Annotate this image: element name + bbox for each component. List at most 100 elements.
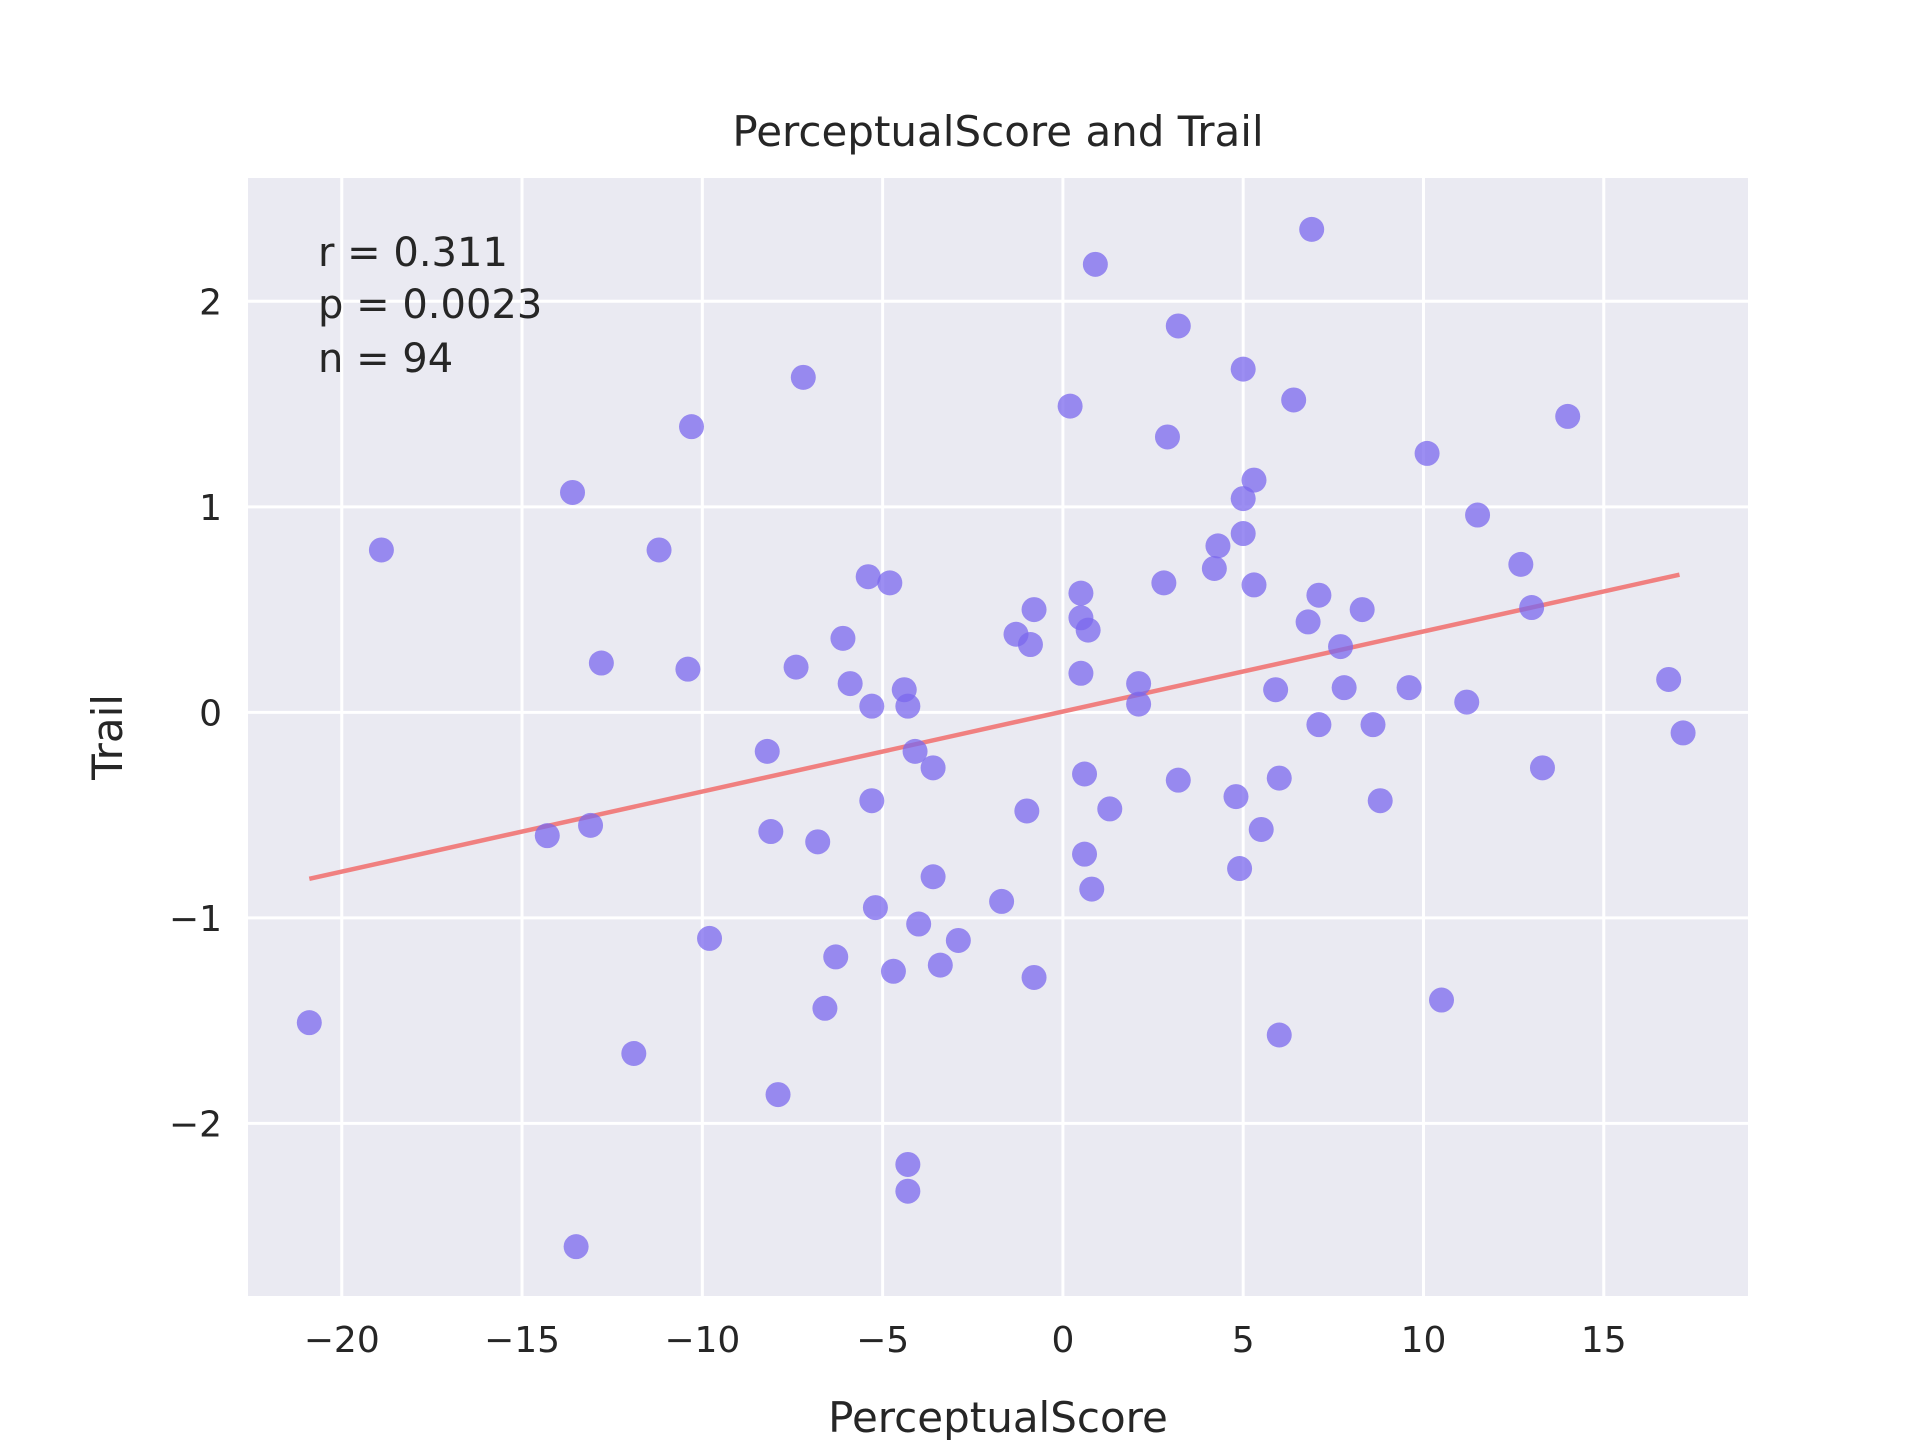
data-point (1349, 597, 1375, 623)
data-point (812, 995, 838, 1021)
data-point (783, 654, 809, 680)
data-point (758, 819, 784, 845)
data-point (1014, 798, 1040, 824)
data-point (765, 1082, 791, 1108)
data-point (1126, 691, 1152, 717)
data-point (1068, 660, 1094, 686)
chart-title: PerceptualScore and Trail (732, 107, 1263, 156)
data-point (1465, 502, 1491, 528)
data-point (1230, 356, 1256, 382)
x-tick-label: 0 (1051, 1320, 1074, 1361)
data-point (1230, 521, 1256, 547)
data-point (1072, 841, 1098, 867)
data-point (588, 650, 614, 676)
stat-r: r = 0.311 (318, 230, 508, 276)
y-tick-label: 0 (199, 693, 222, 734)
data-point (862, 895, 888, 921)
data-point (895, 1151, 921, 1177)
data-point (1670, 720, 1696, 746)
data-point (1360, 712, 1386, 738)
data-point (1205, 533, 1231, 559)
data-point (1263, 677, 1289, 703)
y-tick-label: −2 (169, 1104, 222, 1145)
x-tick-label: −10 (664, 1320, 740, 1361)
data-point (830, 625, 856, 651)
data-point (1295, 609, 1321, 635)
x-tick-label: −5 (856, 1320, 909, 1361)
data-point (906, 911, 932, 937)
data-point (1331, 675, 1357, 701)
data-point (1328, 634, 1354, 660)
data-point (754, 738, 780, 764)
data-point (578, 812, 604, 838)
data-point (1082, 251, 1108, 277)
data-point (1021, 597, 1047, 623)
data-point (790, 364, 816, 390)
data-point (1414, 440, 1440, 466)
data-point (1519, 595, 1545, 621)
y-axis-label: Trail (83, 694, 132, 781)
data-point (1266, 765, 1292, 791)
data-point (1367, 788, 1393, 814)
data-point (675, 656, 701, 682)
data-point (1281, 387, 1307, 413)
x-tick-label: 5 (1232, 1320, 1255, 1361)
data-point (895, 693, 921, 719)
data-point (1508, 551, 1534, 577)
x-tick-label: 10 (1401, 1320, 1447, 1361)
data-point (1454, 689, 1480, 715)
data-point (1165, 767, 1191, 793)
data-point (920, 864, 946, 890)
data-point (1396, 675, 1422, 701)
data-point (1306, 582, 1332, 608)
data-point (859, 693, 885, 719)
data-point (563, 1234, 589, 1260)
data-point (1241, 467, 1267, 493)
data-point (1165, 313, 1191, 339)
data-point (805, 829, 831, 855)
data-point (1017, 632, 1043, 658)
x-tick-labels: −20 −15 −10 −5 0 5 10 15 (304, 1320, 1627, 1361)
data-point (1223, 784, 1249, 810)
x-tick-label: −20 (304, 1320, 380, 1361)
data-point (1529, 755, 1555, 781)
data-point (989, 888, 1015, 914)
data-point (1248, 816, 1274, 842)
data-point (560, 479, 586, 505)
data-point (1126, 671, 1152, 697)
data-point (859, 788, 885, 814)
data-point (837, 671, 863, 697)
x-tick-label: 15 (1581, 1320, 1627, 1361)
data-point (1079, 876, 1105, 902)
data-point (534, 823, 560, 849)
stat-n: n = 94 (318, 336, 453, 382)
data-point (368, 537, 394, 563)
data-point (1241, 572, 1267, 598)
data-point (1068, 580, 1094, 606)
data-point (945, 927, 971, 953)
data-point (1201, 555, 1227, 581)
data-point (1151, 570, 1177, 596)
data-point (697, 925, 723, 951)
data-point (1227, 856, 1253, 882)
data-point (621, 1040, 647, 1066)
data-point (1230, 486, 1256, 512)
data-point (902, 738, 928, 764)
data-point (927, 952, 953, 978)
y-tick-label: −1 (169, 899, 222, 940)
data-point (1306, 712, 1332, 738)
data-point (1266, 1022, 1292, 1048)
data-point (679, 414, 705, 440)
data-point (920, 755, 946, 781)
data-point (895, 1178, 921, 1204)
data-point (855, 564, 881, 590)
data-point (1656, 666, 1682, 692)
data-point (646, 537, 672, 563)
y-tick-labels: −2 −1 0 1 2 (169, 282, 222, 1145)
data-point (1021, 964, 1047, 990)
data-point (1299, 216, 1325, 242)
data-point (296, 1010, 322, 1036)
y-tick-label: 2 (199, 282, 222, 323)
data-point (1097, 796, 1123, 822)
